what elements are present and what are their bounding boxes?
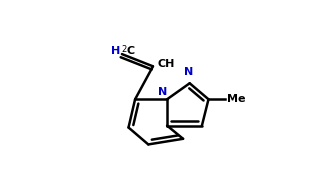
Text: C: C — [126, 46, 135, 56]
Text: CH: CH — [158, 58, 175, 69]
Text: H: H — [111, 46, 120, 56]
Text: N: N — [184, 67, 193, 77]
Text: 2: 2 — [121, 45, 126, 53]
Text: N: N — [158, 87, 167, 97]
Text: Me: Me — [227, 94, 246, 104]
